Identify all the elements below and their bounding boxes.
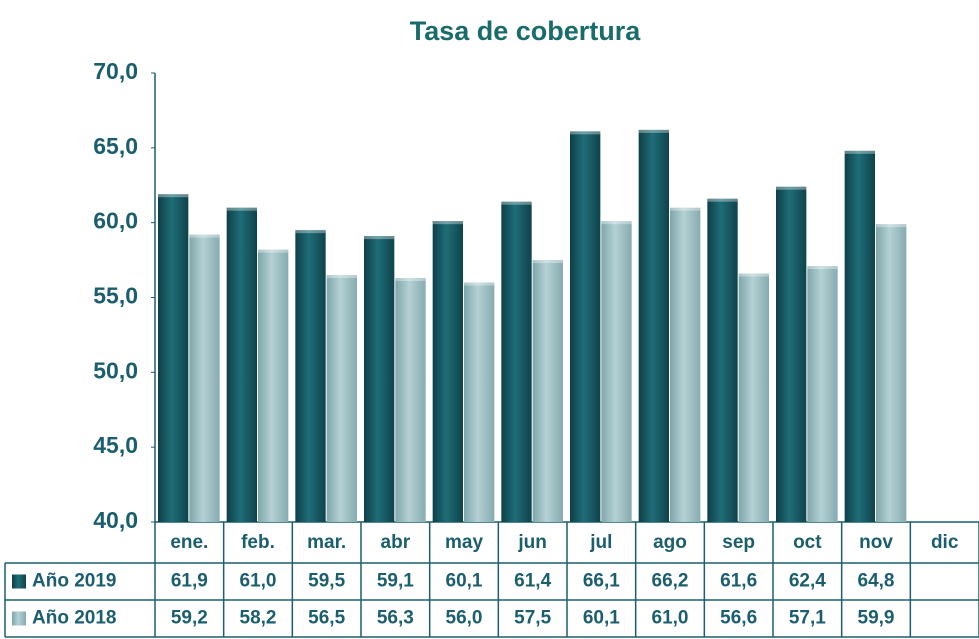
bar-top xyxy=(158,194,189,198)
value-label: 64,8 xyxy=(858,571,895,592)
bar-top xyxy=(464,282,495,286)
bar-top xyxy=(258,249,289,253)
value-label: 57,1 xyxy=(789,608,826,629)
value-label: 59,1 xyxy=(377,571,414,592)
bar xyxy=(532,260,563,522)
x-tick-label: may xyxy=(445,532,483,553)
bar-top xyxy=(844,150,875,154)
legend-swatch xyxy=(12,574,26,589)
bar xyxy=(707,198,738,522)
legend-label: Año 2019 xyxy=(32,571,116,592)
chart-title: Tasa de cobertura xyxy=(410,16,642,46)
x-tick-label: abr xyxy=(381,532,411,553)
value-label: 61,0 xyxy=(652,608,689,629)
value-label: 66,1 xyxy=(583,571,620,592)
bar xyxy=(395,278,426,522)
bar xyxy=(638,129,669,522)
value-label: 60,1 xyxy=(583,608,620,629)
value-label: 56,0 xyxy=(446,608,483,629)
value-label: 60,1 xyxy=(446,571,483,592)
x-tick-label: mar. xyxy=(307,532,346,553)
value-label: 59,9 xyxy=(858,608,895,629)
value-label: 56,3 xyxy=(377,608,414,629)
bar xyxy=(670,207,701,522)
y-tick-label: 50,0 xyxy=(93,357,138,383)
bar-top xyxy=(395,278,426,282)
bar xyxy=(326,275,357,522)
value-label: 56,5 xyxy=(308,608,345,629)
bar xyxy=(601,221,632,523)
value-label: 56,6 xyxy=(720,608,757,629)
bar xyxy=(570,131,601,522)
bar xyxy=(464,282,495,522)
bar xyxy=(844,150,875,522)
bar-top xyxy=(570,131,601,135)
bar xyxy=(258,249,289,522)
y-tick-label: 60,0 xyxy=(93,208,138,234)
bar xyxy=(295,230,326,522)
x-tick-label: sep xyxy=(722,532,755,553)
bar-top xyxy=(738,273,769,277)
bar-top xyxy=(364,236,395,240)
value-label: 58,2 xyxy=(240,608,277,629)
x-tick-label: jun xyxy=(517,532,547,553)
value-label: 62,4 xyxy=(789,571,826,592)
legend-swatch xyxy=(12,611,26,626)
value-label: 66,2 xyxy=(652,571,689,592)
bar-top xyxy=(326,275,357,279)
bar-top xyxy=(226,207,257,211)
bar xyxy=(501,201,532,523)
bar xyxy=(432,221,463,523)
bar xyxy=(738,273,769,522)
value-label: 61,9 xyxy=(171,571,208,592)
value-label: 61,4 xyxy=(514,571,551,592)
bar-top xyxy=(807,266,838,270)
bar xyxy=(776,186,807,522)
x-tick-label: oct xyxy=(793,532,822,553)
x-tick-label: dic xyxy=(931,532,959,553)
bar-top xyxy=(776,186,807,190)
y-tick-label: 65,0 xyxy=(93,133,138,159)
x-tick-label: feb. xyxy=(241,532,275,553)
bar xyxy=(158,194,189,523)
bar xyxy=(876,224,907,522)
x-tick-label: ago xyxy=(653,532,687,553)
bar xyxy=(364,236,395,523)
value-label: 59,5 xyxy=(308,571,345,592)
x-tick-label: ene. xyxy=(170,532,208,553)
y-tick-label: 45,0 xyxy=(93,432,138,458)
bar xyxy=(226,207,257,522)
bar-top xyxy=(876,224,907,228)
y-tick-label: 70,0 xyxy=(93,58,138,84)
y-tick-label: 55,0 xyxy=(93,283,138,309)
bar-top xyxy=(670,207,701,211)
bar-top xyxy=(189,234,220,238)
value-label: 59,2 xyxy=(171,608,208,629)
bar-top xyxy=(295,230,326,234)
value-label: 57,5 xyxy=(514,608,551,629)
bar-top xyxy=(638,129,669,133)
bar-top xyxy=(532,260,563,264)
value-label: 61,0 xyxy=(240,571,277,592)
x-tick-label: nov xyxy=(859,532,893,553)
bar-top xyxy=(432,221,463,225)
value-label: 61,6 xyxy=(720,571,757,592)
bar-top xyxy=(501,201,532,205)
x-tick-label: jul xyxy=(589,532,612,553)
bar xyxy=(807,266,838,522)
bar-top xyxy=(707,198,738,202)
y-tick-label: 40,0 xyxy=(93,507,138,533)
bar-top xyxy=(601,221,632,225)
legend-label: Año 2018 xyxy=(32,608,116,629)
bar xyxy=(189,234,220,522)
